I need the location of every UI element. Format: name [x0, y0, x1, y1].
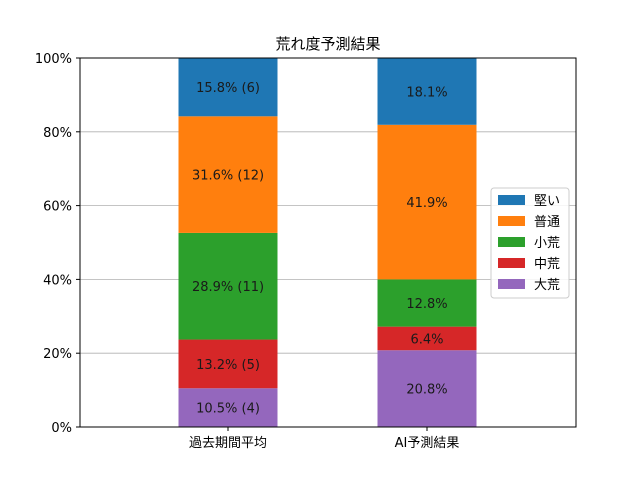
bar-segment	[178, 339, 278, 389]
bar-value-label: 10.5% (4)	[196, 402, 260, 417]
plot-frame	[79, 57, 577, 428]
legend-swatch	[498, 279, 525, 289]
bar-value-label: 20.8%	[406, 383, 447, 398]
y-tick-label: 60%	[43, 200, 72, 215]
bar-segment	[377, 279, 477, 327]
y-tick-label: 40%	[43, 273, 72, 288]
bar-value-label: 18.1%	[406, 85, 447, 100]
y-tick-label: 20%	[43, 347, 72, 362]
bar-value-label: 28.9% (11)	[192, 280, 264, 295]
legend-label: 中荒	[534, 257, 560, 272]
legend-swatch	[498, 216, 525, 226]
bar-segment	[377, 326, 477, 351]
y-tick-label: 80%	[43, 126, 72, 141]
bar-value-label: 15.8% (6)	[196, 81, 260, 96]
y-axis: 0% 20% 40% 60% 80% 100%	[35, 52, 80, 436]
legend-swatch	[498, 258, 525, 268]
chart-title: 荒れ度予測結果	[275, 35, 380, 53]
y-tick-label: 100%	[35, 52, 72, 67]
bar-segment	[377, 350, 477, 427]
x-tick-label: 過去期間平均	[189, 436, 267, 451]
bar-segment	[377, 124, 477, 280]
bar-value-label: 31.6% (12)	[192, 169, 264, 184]
x-axis: 過去期間平均 AI予測結果	[189, 427, 459, 451]
bar-segment	[178, 232, 278, 340]
legend-box	[490, 187, 570, 299]
legend-label: 堅い	[534, 194, 560, 209]
bar-value-label: 6.4%	[410, 332, 443, 347]
bars-group	[178, 58, 477, 427]
y-tick-label: 0%	[51, 421, 72, 436]
bar-value-label: 41.9%	[406, 196, 447, 211]
legend-swatch	[498, 195, 525, 205]
bar-value-label: 13.2% (5)	[196, 358, 260, 373]
legend-label: 大荒	[534, 278, 560, 293]
legend-swatch	[498, 237, 525, 247]
bar-segment	[178, 58, 278, 117]
legend-label: 普通	[534, 215, 560, 230]
bar-labels-group: 10.5% (4) 13.2% (5) 28.9% (11) 31.6% (12) 15…	[192, 81, 448, 416]
bar-segment	[178, 388, 278, 427]
bar-value-label: 12.8%	[406, 297, 447, 312]
x-tick-label: AI予測結果	[395, 436, 460, 451]
bar-segment	[377, 58, 477, 125]
bar-segment	[178, 116, 278, 233]
legend-label: 小荒	[534, 236, 560, 251]
